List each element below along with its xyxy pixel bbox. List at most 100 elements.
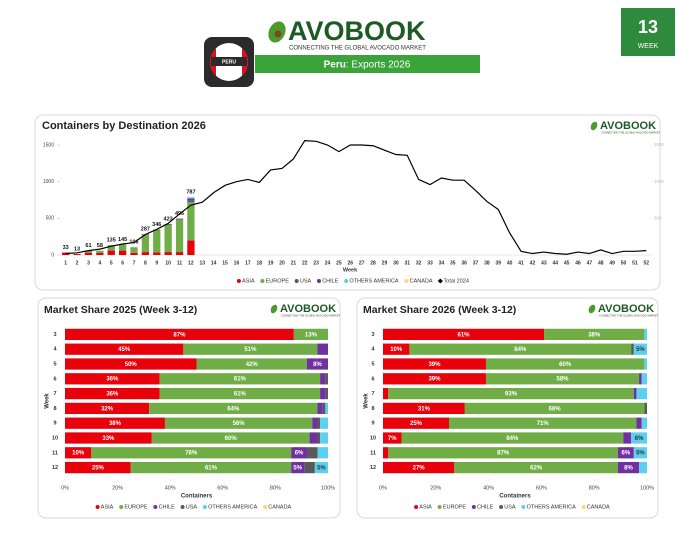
- bar-segment: [164, 224, 172, 225]
- x-tick-label: 3: [87, 260, 90, 266]
- bar-segment: [65, 358, 197, 370]
- x-tick-label: 46: [575, 260, 581, 266]
- total-label: 106: [129, 240, 138, 246]
- value-label: 93%: [505, 391, 518, 397]
- y-tick-label: 6: [371, 376, 374, 382]
- bar-segment: [320, 417, 328, 429]
- bar-segment: [65, 461, 131, 474]
- value-label: 71%: [537, 421, 550, 427]
- bar-segment: [175, 252, 184, 255]
- value-label: 84%: [506, 436, 519, 442]
- x-tick-label: 100%: [321, 485, 335, 491]
- x-tick-label: 16: [234, 260, 240, 266]
- bar-segment: [317, 417, 321, 429]
- bar-segment: [317, 402, 323, 415]
- x-tick-label: 36: [461, 260, 467, 266]
- x-tick-label: 80%: [270, 485, 281, 491]
- bar-segment: [383, 373, 486, 385]
- country: Peru: [324, 59, 346, 70]
- bar-segment: [401, 432, 624, 444]
- legend-label: CANADA: [410, 278, 433, 284]
- x-tick-label: 50: [621, 260, 627, 266]
- value-label: 61%: [234, 391, 247, 397]
- value-label: 39%: [428, 362, 441, 368]
- total-label: 33: [63, 245, 69, 251]
- bar-segment: [62, 252, 70, 255]
- bar-segment: [383, 358, 486, 370]
- legend-label: CANADA: [587, 504, 610, 510]
- value-label: 25%: [92, 465, 105, 471]
- chart-title: Containers by Destination 2026: [42, 120, 206, 132]
- x-tick-label: 41: [518, 260, 524, 266]
- week-box: [621, 8, 675, 56]
- legend-marker: [294, 279, 299, 283]
- y-axis-label: Week: [45, 393, 51, 409]
- legend-marker: [260, 279, 265, 283]
- legend-label: USA: [186, 504, 198, 510]
- value-label: 56%: [233, 421, 246, 427]
- x-tick-label: 0%: [379, 485, 387, 491]
- logo-leaf: [590, 121, 598, 131]
- panel-logo: AVOBOOK: [600, 120, 656, 132]
- bar-segment: [187, 198, 195, 201]
- x-tick-label: 14: [211, 260, 217, 266]
- total-label: 346: [152, 222, 161, 228]
- value-label: 84%: [514, 347, 527, 353]
- x-tick-label: 28: [370, 260, 376, 266]
- legend-marker: [581, 505, 586, 509]
- bar-segment: [196, 358, 307, 370]
- y-tick-label: 12: [52, 465, 58, 471]
- x-tick-label: 9: [155, 260, 158, 266]
- y-tick-label: 3: [53, 332, 56, 338]
- y-tick-label: 3: [371, 332, 374, 338]
- value-label: 25%: [410, 421, 423, 427]
- x-tick-label: 60%: [217, 485, 228, 491]
- x-tick-label: 8: [144, 260, 147, 266]
- bar-segment: [388, 447, 618, 459]
- x-tick-label: 51: [632, 260, 638, 266]
- y-tick-label: 9: [371, 421, 374, 427]
- panel-logo-tagline: CONNECTING THE GLOBAL AVOCADO MARKET: [599, 314, 659, 318]
- legend: ASIA EUROPE USA CHILE OTHERS AMERICA CANADA To…: [236, 278, 469, 284]
- value-label: 58%: [557, 377, 570, 383]
- value-label: 38%: [109, 421, 122, 427]
- x-tick-label: 39: [496, 260, 502, 266]
- bar-segment: [65, 373, 160, 385]
- logo-brand: AVOBOOK: [288, 16, 426, 46]
- x-tick-label: 13: [200, 260, 206, 266]
- legend-label: USA: [504, 504, 516, 510]
- legend-label: EUROPE: [443, 504, 467, 510]
- x-tick-label: 40%: [165, 485, 176, 491]
- bar-segment: [636, 417, 642, 429]
- value-label: 13%: [305, 332, 318, 338]
- page-title: Peru: Exports 2026: [324, 59, 411, 70]
- bar-segment: [159, 387, 321, 400]
- flag-icon: PERU: [204, 37, 254, 87]
- bar-segment: [65, 447, 92, 459]
- legend-marker: [521, 505, 526, 509]
- total-label: 61: [85, 243, 91, 249]
- value-label: 7%: [388, 436, 397, 442]
- total-label: 58: [97, 243, 103, 249]
- bar-segment: [636, 387, 647, 400]
- value-label: 61%: [458, 332, 471, 338]
- logo-leaf: [588, 304, 596, 314]
- bar-segment: [306, 358, 328, 370]
- x-tick-label: 40%: [483, 485, 494, 491]
- bar-segment: [130, 247, 138, 253]
- bar-segment: [383, 461, 455, 474]
- bar-segment: [464, 402, 645, 415]
- x-tick-label: 24: [325, 260, 331, 266]
- value-label: 10%: [390, 347, 403, 353]
- bar-segment: [65, 343, 184, 355]
- legend: ASIA EUROPE CHILE USA OTHERS AMERICA CANADA: [414, 504, 610, 510]
- legend: ASIA EUROPE CHILE USA OTHERS AMERICA CANADA: [95, 504, 292, 510]
- x-tick-label: 20%: [430, 485, 441, 491]
- x-tick-label: 37: [473, 260, 479, 266]
- bar-segment: [314, 461, 328, 474]
- title-bar: [255, 55, 480, 73]
- y-axis-label: Week: [364, 393, 370, 409]
- x-tick-label: 20%: [112, 485, 123, 491]
- bar-segment: [383, 402, 465, 415]
